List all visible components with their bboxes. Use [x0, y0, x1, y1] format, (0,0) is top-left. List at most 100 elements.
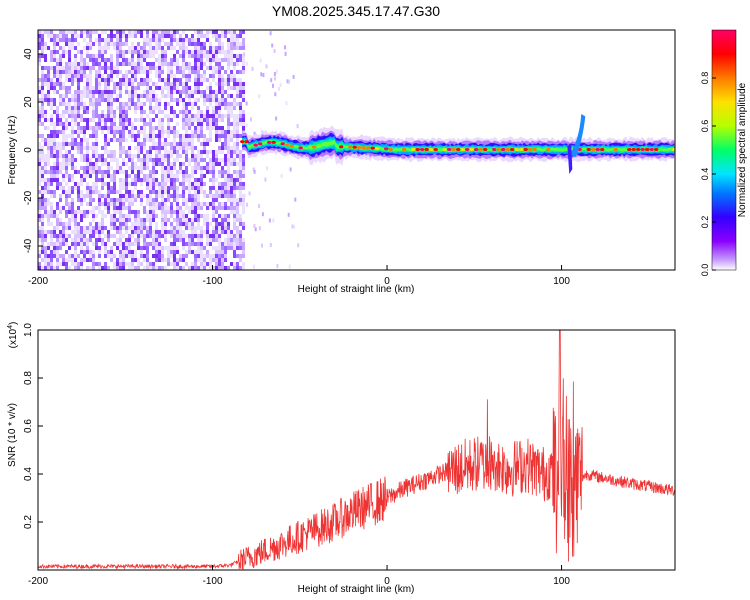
heatmap-noise-cell [113, 150, 116, 154]
heatmap-noise-cell [80, 202, 83, 206]
heatmap-noise-cell [164, 266, 167, 270]
heatmap-noise-cell [95, 114, 98, 118]
heatmap-noise-cell [194, 62, 197, 66]
heatmap-noise-cell [194, 266, 197, 270]
heatmap-noise-cell [209, 166, 212, 170]
heatmap-noise-cell [56, 62, 59, 66]
heatmap-noise-cell [101, 174, 104, 178]
heatmap-noise-cell [212, 70, 215, 74]
heatmap-noise-cell [227, 114, 230, 118]
heatmap-noise-cell [173, 134, 176, 138]
heatmap-noise-cell [65, 258, 68, 262]
heatmap-noise-cell [149, 90, 152, 94]
heatmap-noise-cell [209, 194, 212, 198]
heatmap-noise-cell [44, 58, 47, 62]
heatmap-noise-cell [179, 70, 182, 74]
heatmap-noise-cell [71, 114, 74, 118]
heatmap-noise-cell [191, 226, 194, 230]
heatmap-noise-cell [227, 230, 230, 234]
heatmap-noise-cell [122, 110, 125, 114]
heatmap-noise-cell [86, 202, 89, 206]
heatmap-noise-cell [98, 210, 101, 214]
heatmap-noise-cell [38, 54, 41, 58]
heatmap-noise-cell [155, 246, 158, 250]
heatmap-noise-cell [68, 102, 71, 106]
heatmap-noise-cell [161, 78, 164, 82]
heatmap-noise-cell [206, 86, 209, 90]
heatmap-noise-cell [143, 242, 146, 246]
heatmap-noise-cell [131, 158, 134, 162]
heatmap-noise-cell [122, 134, 125, 138]
heatmap-noise-cell [71, 106, 74, 110]
heatmap-noise-cell [44, 266, 47, 270]
heatmap-peak-cell [501, 148, 506, 151]
heatmap-noise-cell [227, 38, 230, 42]
heatmap-noise-cell [188, 222, 191, 226]
heatmap-noise-cell [86, 174, 89, 178]
heatmap-noise-cell [179, 146, 182, 150]
heatmap-noise-cell [170, 242, 173, 246]
heatmap-noise-cell [101, 126, 104, 130]
heatmap-noise-cell [77, 126, 80, 130]
heatmap-noise-cell [161, 190, 164, 194]
heatmap-noise-cell [131, 66, 134, 70]
heatmap-noise-cell [161, 110, 164, 114]
heatmap-noise-cell [95, 242, 98, 246]
heatmap-noise-cell [113, 90, 116, 94]
heatmap-noise-cell [188, 206, 191, 210]
heatmap-noise-cell [140, 170, 143, 174]
heatmap-noise-cell [98, 58, 101, 62]
heatmap-noise-cell [221, 186, 224, 190]
heatmap-noise-cell [71, 66, 74, 70]
heatmap-noise-cell [152, 174, 155, 178]
heatmap-noise-cell [161, 62, 164, 66]
heatmap-noise-cell [233, 134, 236, 138]
heatmap-noise-cell [209, 170, 212, 174]
heatmap-noise-cell [86, 138, 89, 142]
heatmap-noise-cell [134, 214, 137, 218]
heatmap-noise-cell [56, 34, 59, 38]
heatmap-noise-cell [98, 114, 101, 118]
heatmap-noise-cell [149, 98, 152, 102]
heatmap-noise-cell [80, 70, 83, 74]
heatmap-noise-cell [77, 186, 80, 190]
heatmap-noise-cell [56, 158, 59, 162]
heatmap-noise-cell [227, 106, 230, 110]
heatmap-sparse-cell [287, 212, 290, 217]
heatmap-noise-cell [149, 102, 152, 106]
heatmap-noise-cell [65, 226, 68, 230]
heatmap-noise-cell [113, 190, 116, 194]
heatmap-sparse-cell [275, 69, 278, 74]
heatmap-noise-cell [236, 46, 239, 50]
heatmap-noise-cell [140, 50, 143, 54]
heatmap-noise-cell [92, 230, 95, 234]
heatmap-noise-cell [98, 154, 101, 158]
heatmap-noise-cell [71, 238, 74, 242]
heatmap-noise-cell [239, 254, 242, 258]
heatmap-noise-cell [227, 66, 230, 70]
heatmap-noise-cell [128, 70, 131, 74]
heatmap-noise-cell [227, 206, 230, 210]
heatmap-noise-cell [209, 162, 212, 166]
heatmap-noise-cell [125, 106, 128, 110]
heatmap-noise-cell [164, 210, 167, 214]
heatmap-noise-cell [128, 90, 131, 94]
heatmap-noise-cell [209, 186, 212, 190]
heatmap-noise-cell [140, 54, 143, 58]
heatmap-noise-cell [134, 70, 137, 74]
heatmap-noise-cell [113, 126, 116, 130]
heatmap-noise-cell [95, 98, 98, 102]
heatmap-noise-cell [236, 54, 239, 58]
heatmap-noise-cell [188, 110, 191, 114]
heatmap-noise-cell [56, 58, 59, 62]
heatmap-noise-cell [155, 242, 158, 246]
heatmap-noise-cell [131, 62, 134, 66]
heatmap-noise-cell [146, 254, 149, 258]
heatmap-noise-cell [104, 98, 107, 102]
heatmap-noise-cell [206, 138, 209, 142]
heatmap-noise-cell [119, 202, 122, 206]
heatmap-noise-cell [158, 158, 161, 162]
heatmap-noise-cell [236, 94, 239, 98]
heatmap-noise-cell [92, 118, 95, 122]
